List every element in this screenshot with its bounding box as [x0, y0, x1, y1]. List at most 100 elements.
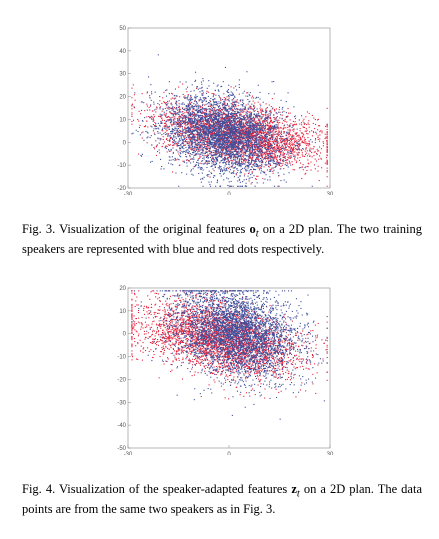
data-point [179, 116, 181, 118]
data-point [226, 128, 228, 130]
data-point [217, 150, 219, 152]
data-point [235, 107, 237, 109]
data-point [282, 159, 284, 161]
data-point [232, 145, 234, 147]
data-point [309, 147, 311, 149]
data-point [239, 142, 241, 144]
data-point [288, 149, 290, 151]
data-point [265, 156, 267, 158]
data-point [228, 144, 230, 146]
data-point [238, 124, 240, 126]
data-point [255, 153, 257, 155]
data-point [178, 113, 180, 115]
data-point [260, 168, 262, 170]
data-point [265, 148, 267, 150]
data-point [215, 119, 217, 121]
data-point [209, 113, 211, 115]
data-point [294, 132, 296, 134]
data-point [270, 124, 272, 126]
data-point [226, 177, 228, 179]
data-point [220, 154, 222, 156]
data-point [238, 86, 240, 88]
data-point [211, 128, 213, 130]
data-point [204, 108, 206, 110]
data-point [149, 105, 151, 107]
data-point [175, 122, 177, 124]
data-point [288, 147, 290, 149]
data-point [184, 137, 186, 139]
data-point [243, 163, 245, 165]
data-point [202, 112, 204, 114]
data-point [311, 130, 313, 132]
data-point [233, 126, 235, 128]
data-point [307, 133, 309, 135]
data-point [217, 89, 219, 91]
data-point [258, 155, 260, 157]
data-point [166, 151, 168, 153]
data-point [267, 157, 269, 159]
data-point [229, 132, 231, 134]
data-point [224, 103, 226, 105]
data-point [262, 110, 264, 112]
data-point [187, 123, 189, 125]
data-point [175, 111, 177, 113]
data-point [189, 129, 191, 131]
data-point [267, 157, 269, 159]
data-point [271, 145, 273, 147]
data-point [238, 120, 240, 122]
data-point [197, 116, 199, 118]
data-point [216, 131, 218, 133]
data-point [271, 126, 273, 128]
data-point [228, 168, 230, 170]
data-point [280, 165, 282, 167]
data-point [214, 107, 216, 109]
data-point [216, 124, 218, 126]
data-point [289, 137, 291, 139]
data-point [193, 158, 195, 160]
data-point [251, 145, 253, 147]
data-point [253, 126, 255, 128]
data-point [217, 122, 219, 124]
data-point [268, 115, 270, 117]
data-point [162, 108, 164, 110]
data-point [214, 113, 216, 115]
data-point [205, 125, 207, 127]
data-point [284, 140, 286, 142]
data-point [217, 121, 219, 123]
data-point [208, 142, 210, 144]
data-point [177, 118, 179, 120]
data-point [214, 122, 216, 124]
data-point [212, 155, 214, 157]
data-point [199, 99, 201, 101]
data-point [232, 131, 234, 133]
data-point [249, 128, 251, 130]
data-point [228, 151, 230, 153]
data-point [225, 151, 227, 153]
data-point [183, 123, 185, 125]
data-point [264, 114, 266, 116]
data-point [295, 124, 297, 126]
data-point [178, 142, 180, 144]
data-point [326, 163, 328, 165]
data-point [299, 143, 301, 145]
data-point [278, 109, 280, 111]
data-point [273, 121, 275, 123]
data-point [257, 84, 259, 86]
data-point [216, 159, 218, 161]
data-point [238, 140, 240, 142]
data-point [206, 116, 208, 118]
data-point [212, 126, 214, 128]
data-point [235, 152, 237, 154]
data-point [284, 145, 286, 147]
data-point [145, 125, 147, 127]
data-point [231, 108, 233, 110]
data-point [231, 145, 233, 147]
data-point [208, 142, 210, 144]
data-point [279, 117, 281, 119]
data-point [213, 152, 215, 154]
data-point [164, 126, 166, 128]
data-point [190, 139, 192, 141]
data-point [256, 130, 258, 132]
data-point [248, 172, 250, 174]
data-point [221, 153, 223, 155]
